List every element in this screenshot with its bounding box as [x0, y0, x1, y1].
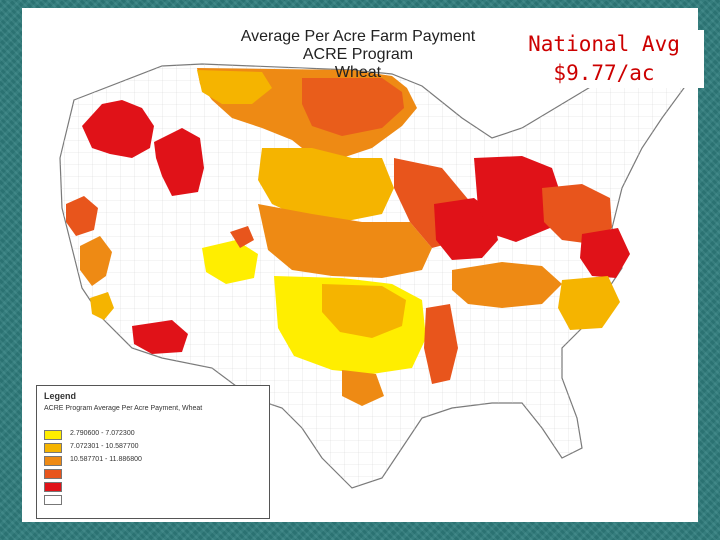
- region-california: [80, 236, 112, 286]
- national-average-label: National Avg: [528, 32, 680, 56]
- region-wyoming: [230, 226, 254, 248]
- region-mississippi-valley: [424, 304, 458, 384]
- legend-swatch-5: [44, 482, 62, 492]
- region-nebraska: [258, 204, 432, 278]
- legend-subtitle: ACRE Program Average Per Acre Payment, W…: [44, 405, 203, 412]
- region-kansas-orange: [322, 284, 406, 338]
- legend-swatch-2: [44, 443, 62, 453]
- region-north-dakota: [302, 78, 404, 136]
- region-arkansas-louisiana: [342, 370, 384, 406]
- legend-swatch-4: [44, 469, 62, 479]
- region-kentucky-tennessee: [452, 262, 562, 308]
- region-carolinas: [558, 276, 620, 330]
- region-pacific-northwest: [82, 100, 154, 158]
- national-average-value: $9.77/ac: [553, 61, 655, 85]
- region-colorado: [202, 240, 258, 284]
- region-oregon-patch: [66, 196, 98, 236]
- legend-label-3: 10.587701 - 11.886800: [70, 456, 142, 463]
- region-south-dakota: [258, 148, 394, 222]
- national-average-callout: National Avg $9.77/ac: [504, 30, 704, 88]
- region-idaho: [154, 128, 204, 196]
- map-legend: Legend ACRE Program Average Per Acre Pay…: [36, 385, 270, 519]
- legend-swatch-3: [44, 456, 62, 466]
- region-montana-west: [197, 70, 272, 104]
- region-california-south: [90, 292, 114, 320]
- map-title: Average Per Acre Farm Payment ACRE Progr…: [218, 28, 498, 82]
- map-title-line-1: Average Per Acre Farm Payment: [240, 28, 476, 45]
- region-pennsylvania: [542, 184, 612, 244]
- region-ohio-michigan: [474, 156, 562, 242]
- region-mid-atlantic: [580, 228, 630, 278]
- slide-panel: Average Per Acre Farm Payment ACRE Progr…: [22, 8, 704, 522]
- legend-item-3: 10.587701 - 11.886800: [44, 455, 264, 466]
- map-title-line-2: ACRE Program: [302, 46, 414, 63]
- region-arizona: [132, 320, 188, 354]
- map-title-line-3: Wheat: [334, 64, 382, 81]
- legend-swatch-1: [44, 430, 62, 440]
- legend-item-4: [44, 468, 264, 479]
- us-county-map: [59, 47, 685, 489]
- legend-item-2: 7.072301 - 10.587700: [44, 442, 264, 453]
- legend-item-6: [44, 494, 264, 505]
- legend-title: Legend: [44, 391, 77, 401]
- legend-item-5: [44, 481, 264, 492]
- legend-swatch-6: [44, 495, 62, 505]
- legend-label-1: 2.790600 - 7.072300: [70, 430, 135, 437]
- legend-label-2: 7.072301 - 10.587700: [70, 443, 139, 450]
- legend-item-1: 2.790600 - 7.072300: [44, 429, 264, 440]
